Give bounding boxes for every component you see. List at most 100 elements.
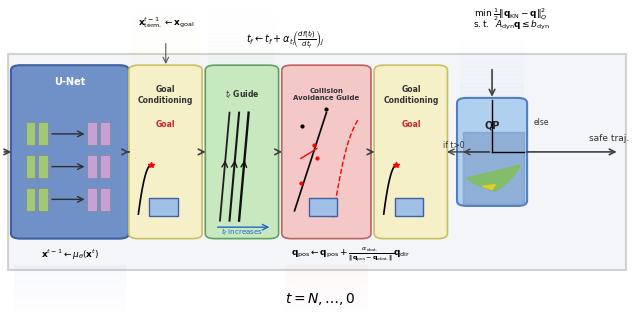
Bar	[285, 284, 368, 289]
Text: safe traj.: safe traj.	[589, 134, 629, 143]
Bar	[209, 41, 275, 46]
FancyBboxPatch shape	[205, 65, 278, 239]
Text: $\mathbf{x}_{\rm term.}^{t-1} \leftarrow \mathbf{x}_{\rm goal}$: $\mathbf{x}_{\rm term.}^{t-1} \leftarrow…	[138, 16, 194, 30]
Bar	[460, 48, 524, 52]
Bar	[209, 53, 275, 58]
Bar	[460, 40, 524, 45]
Bar	[14, 265, 125, 270]
Text: Collision
Avoidance Guide: Collision Avoidance Guide	[293, 88, 360, 101]
FancyBboxPatch shape	[282, 65, 371, 239]
Bar	[285, 280, 368, 284]
Bar	[88, 122, 97, 146]
Bar	[38, 122, 48, 146]
Bar	[132, 68, 199, 73]
Bar	[100, 188, 109, 211]
Bar	[209, 33, 275, 38]
Bar	[132, 37, 199, 42]
Bar	[460, 87, 524, 92]
Bar	[132, 21, 199, 26]
Bar	[132, 33, 199, 38]
Bar	[88, 155, 97, 178]
Text: QP: QP	[484, 121, 500, 131]
Bar	[132, 14, 199, 18]
Bar	[14, 299, 125, 304]
Bar	[460, 63, 524, 68]
Bar	[132, 25, 199, 30]
Bar	[132, 61, 199, 66]
Bar	[26, 122, 35, 146]
FancyBboxPatch shape	[11, 65, 129, 239]
Bar	[132, 45, 199, 50]
Bar	[460, 91, 524, 96]
Bar	[88, 188, 97, 211]
Bar	[14, 275, 125, 280]
FancyBboxPatch shape	[457, 98, 527, 206]
Text: Goal: Goal	[156, 119, 175, 129]
Bar	[14, 284, 125, 289]
Bar	[209, 17, 275, 22]
Bar	[460, 79, 524, 84]
Bar	[26, 155, 35, 178]
Text: $\mathbf{x}^{t-1} \leftarrow \mu_\theta(\mathbf{x}^t)$: $\mathbf{x}^{t-1} \leftarrow \mu_\theta(…	[41, 248, 99, 262]
Bar	[209, 57, 275, 62]
Text: U-Net: U-Net	[54, 77, 86, 86]
Bar	[460, 71, 524, 76]
Bar	[14, 280, 125, 284]
Bar	[460, 75, 524, 80]
Text: $t_f \leftarrow t_f + \alpha_{t_f}\!\left(\frac{df(t_f)}{dt_f}\right)_j$: $t_f \leftarrow t_f + \alpha_{t_f}\!\lef…	[246, 28, 324, 50]
Bar	[14, 304, 125, 309]
Bar	[14, 309, 125, 314]
Bar	[8, 54, 626, 270]
Bar	[14, 289, 125, 294]
Bar	[285, 289, 368, 294]
Bar	[285, 275, 368, 280]
Bar	[209, 49, 275, 54]
Text: if t>0: if t>0	[443, 141, 465, 150]
Bar	[132, 53, 199, 58]
Text: Goal
Conditioning: Goal Conditioning	[383, 84, 439, 105]
Polygon shape	[483, 184, 495, 189]
Bar	[132, 29, 199, 34]
Text: ${\rm s.t.}\;\; A_{\rm dyn}\mathbf{q} \leq b_{\rm dyn}$: ${\rm s.t.}\;\; A_{\rm dyn}\mathbf{q} \l…	[473, 19, 550, 32]
Text: $\mathbf{q}_{\rm pos} \leftarrow \mathbf{q}_{\rm pos} + \frac{\alpha_{\rm obst.}: $\mathbf{q}_{\rm pos} \leftarrow \mathbf…	[291, 246, 410, 264]
Bar	[285, 294, 368, 299]
Bar	[38, 188, 48, 211]
Bar	[14, 294, 125, 299]
Bar	[209, 61, 275, 66]
Bar	[308, 198, 337, 216]
Bar	[209, 65, 275, 69]
Text: $t_f$ Guide: $t_f$ Guide	[225, 88, 259, 101]
Bar	[460, 83, 524, 88]
Bar	[460, 55, 524, 60]
Text: $t = N, \ldots, 0$: $t = N, \ldots, 0$	[285, 291, 355, 307]
Bar	[285, 309, 368, 314]
Bar	[285, 299, 368, 304]
Bar	[460, 44, 524, 49]
Bar	[132, 17, 199, 22]
Bar	[285, 270, 368, 275]
FancyBboxPatch shape	[129, 65, 202, 239]
Bar	[209, 29, 275, 34]
Bar	[460, 95, 524, 100]
Text: Goal
Conditioning: Goal Conditioning	[138, 84, 193, 105]
Bar	[100, 122, 109, 146]
FancyBboxPatch shape	[374, 65, 447, 239]
Bar	[132, 65, 199, 69]
Bar	[132, 49, 199, 54]
Bar	[26, 188, 35, 211]
Bar	[132, 41, 199, 46]
Bar	[394, 198, 423, 216]
Text: else: else	[534, 118, 549, 127]
Bar	[460, 67, 524, 72]
Bar	[132, 57, 199, 62]
Text: Goal: Goal	[401, 119, 421, 129]
Bar	[460, 51, 524, 56]
Bar	[209, 45, 275, 50]
Bar	[149, 198, 178, 216]
Text: $t_f$ increases: $t_f$ increases	[221, 226, 263, 238]
Bar	[209, 21, 275, 26]
Bar	[285, 265, 368, 270]
Bar	[100, 155, 109, 178]
Bar	[14, 270, 125, 275]
Bar	[209, 25, 275, 30]
